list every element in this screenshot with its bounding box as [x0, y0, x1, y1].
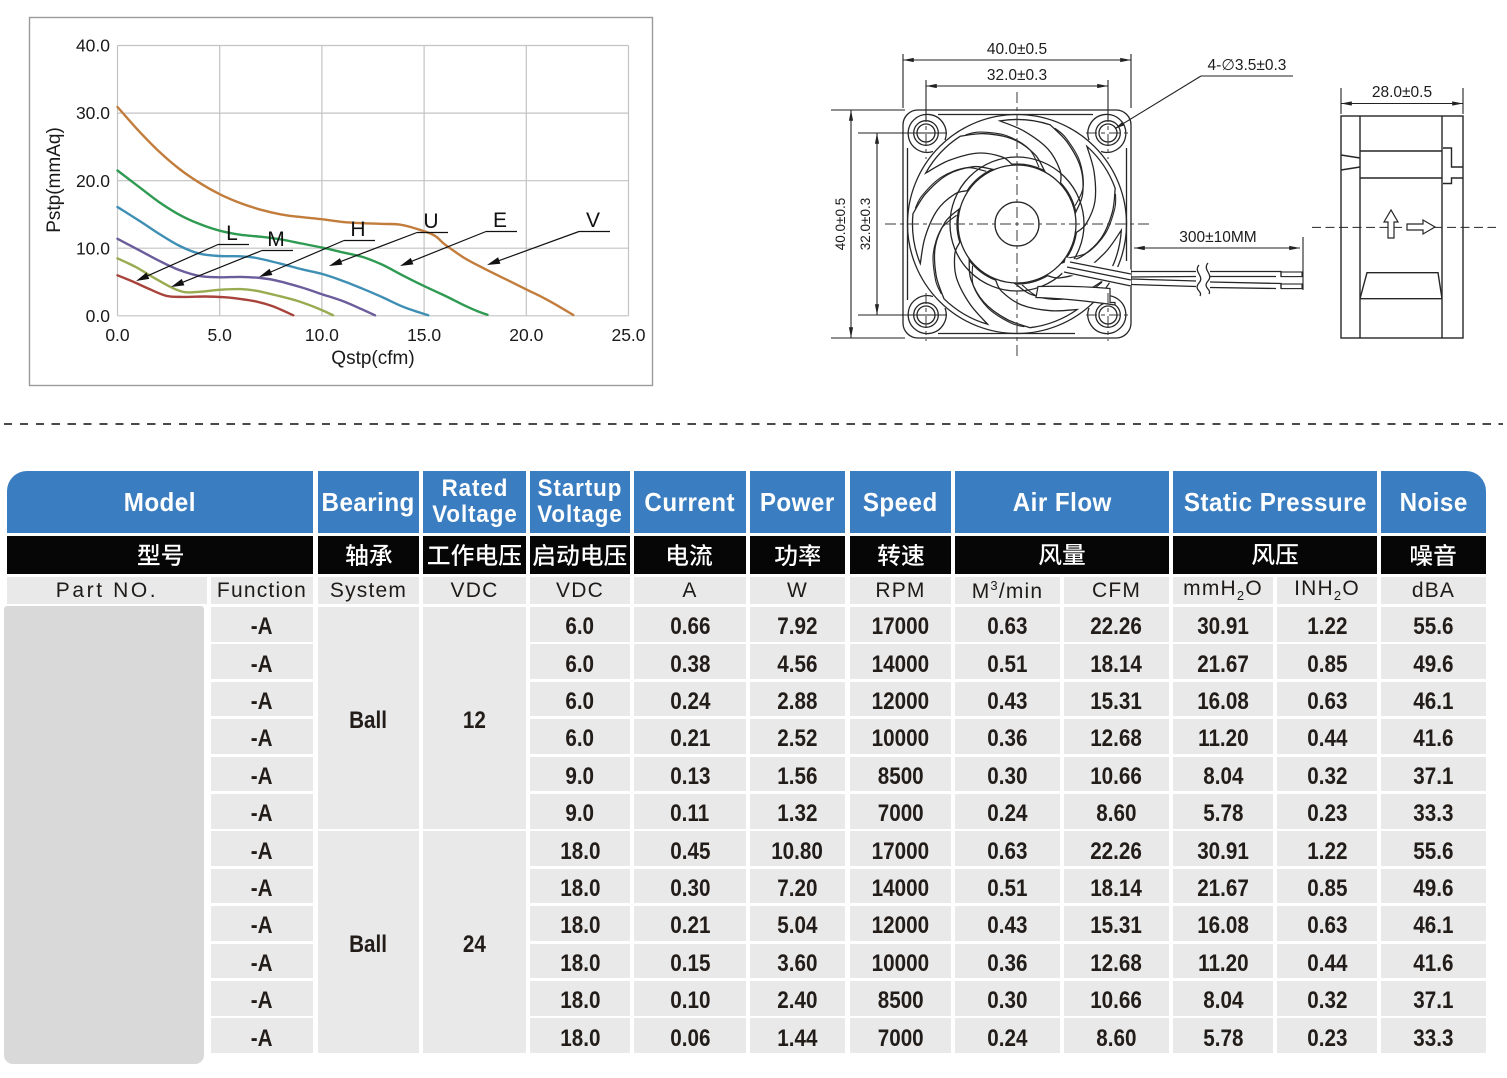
svg-text:32.0±0.3: 32.0±0.3	[858, 198, 873, 250]
svg-text:20.0: 20.0	[76, 171, 110, 191]
svg-text:H: H	[350, 218, 365, 241]
svg-text:10.0: 10.0	[305, 325, 339, 345]
svg-text:32.0±0.3: 32.0±0.3	[987, 67, 1047, 84]
svg-text:M: M	[267, 228, 285, 251]
svg-text:300±10MM: 300±10MM	[1179, 229, 1256, 246]
svg-text:Pstp(mmAq): Pstp(mmAq)	[44, 127, 65, 233]
svg-text:Qstp(cfm): Qstp(cfm)	[331, 348, 414, 369]
svg-text:20.0: 20.0	[509, 325, 543, 345]
svg-text:15.0: 15.0	[407, 325, 441, 345]
svg-text:28.0±0.5: 28.0±0.5	[1372, 84, 1432, 101]
svg-text:40.0±0.5: 40.0±0.5	[833, 198, 848, 250]
svg-text:30.0: 30.0	[76, 103, 110, 123]
svg-text:25.0: 25.0	[611, 325, 645, 345]
svg-text:40.0: 40.0	[76, 36, 110, 56]
svg-text:V: V	[586, 209, 600, 232]
svg-text:5.0: 5.0	[208, 325, 233, 345]
svg-text:0.0: 0.0	[86, 306, 111, 326]
svg-text:40.0±0.5: 40.0±0.5	[987, 41, 1047, 58]
svg-text:E: E	[493, 209, 507, 232]
svg-text:0.0: 0.0	[105, 325, 130, 345]
svg-text:U: U	[423, 210, 438, 233]
svg-text:4-∅3.5±0.3: 4-∅3.5±0.3	[1208, 57, 1287, 74]
svg-text:10.0: 10.0	[76, 238, 110, 258]
svg-text:L: L	[226, 222, 238, 245]
